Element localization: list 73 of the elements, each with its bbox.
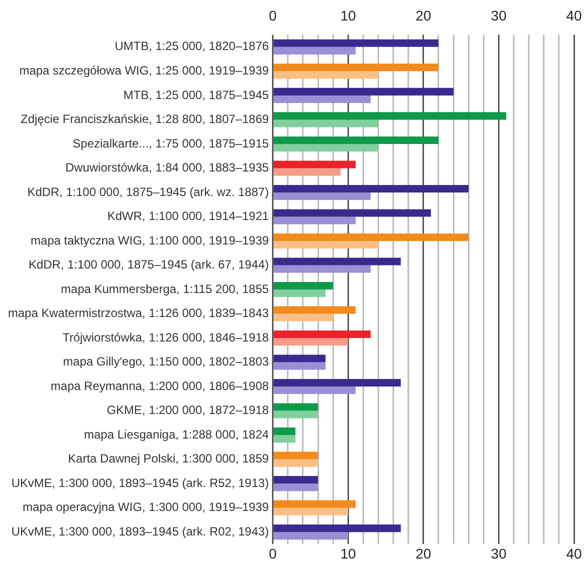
y-tick-label: UMTB, 1:25 000, 1820–1876 — [114, 39, 270, 54]
bar — [274, 459, 318, 467]
bar — [274, 209, 431, 217]
bar — [274, 330, 371, 338]
y-tick-label: KdDR, 1:100 000, 1875–1945 (ark. wz. 1887) — [27, 184, 269, 199]
x2-tick-label: 20 — [416, 7, 432, 24]
x-tick-label: 0 — [268, 545, 277, 562]
bar — [274, 144, 378, 152]
bar — [274, 46, 356, 54]
x-tick-label: 10 — [340, 545, 356, 562]
x2-tick-label: 40 — [566, 7, 582, 24]
bar — [274, 500, 356, 508]
y-tick-label: KdDR, 1:100 000, 1875–1945 (ark. 67, 1944) — [28, 258, 269, 272]
bar — [274, 476, 318, 484]
x-tick-label: 20 — [416, 545, 432, 562]
y-tick-label: mapa szczegółowa WIG, 1:25 000, 1919–1939 — [19, 64, 270, 78]
bar — [274, 524, 401, 532]
bar — [274, 362, 326, 370]
x-tick-label: 40 — [566, 545, 582, 562]
y-tick-label: mapa operacyjna WIG, 1:300 000, 1919–1939 — [22, 500, 270, 514]
bar — [274, 435, 296, 443]
bar — [274, 306, 356, 314]
y-tick-label: Dwuwiorstówka, 1:84 000, 1883–1935 — [65, 160, 270, 175]
bar — [274, 192, 371, 200]
bar — [274, 403, 318, 411]
x2-tick-label: 10 — [340, 7, 356, 24]
bar — [274, 71, 378, 79]
y-tick-label: mapa Reymanna, 1:200 000, 1806–1908 — [50, 378, 270, 393]
x-tick-label: 30 — [490, 545, 507, 562]
y-tick-label: UKvME, 1:300 000, 1893–1945 (ark. R02, 1943) — [11, 524, 269, 538]
bar — [274, 120, 378, 128]
y-tick-label: mapa Kwatermistrzostwa, 1:126 000, 1839–1843 — [8, 306, 270, 320]
y-tick-label: Spezialkarte..., 1:75 000, 1875–1915 — [72, 136, 270, 150]
y-tick-label: UKvME, 1:300 000, 1893–1945 (ark. R52, 1913) — [11, 476, 269, 490]
bar — [274, 379, 401, 387]
bar — [274, 282, 334, 290]
bar — [274, 314, 334, 322]
bar — [274, 386, 356, 394]
y-tick-label: mapa taktyczna WIG, 1:100 000, 1919–1939 — [30, 233, 270, 248]
bar — [274, 532, 348, 540]
bar — [274, 508, 348, 516]
bar — [274, 240, 378, 249]
bar — [274, 484, 318, 492]
bar — [274, 410, 318, 418]
bar — [274, 452, 318, 460]
y-tick-label: KdWR, 1:100 000, 1914–1921 — [107, 209, 270, 224]
bar — [274, 64, 438, 72]
bar — [274, 233, 469, 241]
bar — [274, 338, 348, 346]
y-tick-label: Trójwiorstówka, 1:126 000, 1846–1918 — [62, 330, 270, 344]
y-tick-label: mapa Kummersberga, 1:115 200, 1855 — [60, 282, 270, 296]
bar — [274, 39, 438, 47]
y-tick-label: Zdjęcie Franciszkańskie, 1:28 800, 1807–1869 — [20, 112, 270, 126]
bar — [274, 265, 371, 273]
bar — [274, 168, 341, 176]
bar — [274, 112, 506, 120]
bar — [274, 95, 371, 103]
y-tick-label: mapa Gilly'ego, 1:150 000, 1802–1803 — [63, 354, 270, 369]
bar — [274, 428, 296, 436]
bar — [274, 354, 326, 362]
x2-tick-label: 0 — [268, 7, 277, 24]
bar — [274, 258, 401, 266]
y-tick-label: MTB, 1:25 000, 1875–1945 — [123, 88, 270, 102]
y-tick-label: Karta Dawnej Polski, 1:300 000, 1859 — [68, 452, 270, 466]
bar — [274, 184, 469, 192]
bar — [274, 136, 438, 144]
y-tick-label: GKME, 1:200 000, 1872–1918 — [106, 403, 270, 418]
bar — [274, 290, 326, 298]
bar — [274, 88, 454, 96]
bar — [274, 216, 356, 224]
y-tick-label: mapa Liesganiga, 1:288 000, 1824 — [84, 427, 270, 442]
bar — [274, 160, 356, 168]
x2-tick-label: 30 — [490, 7, 507, 24]
